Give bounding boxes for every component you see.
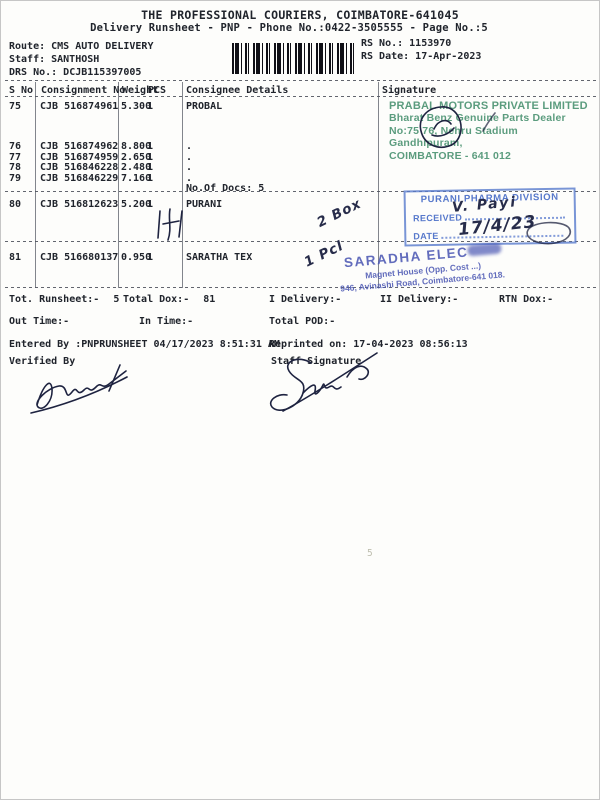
cell-sno: 77 [9,152,22,163]
verified-by-signature [30,364,128,414]
tally-mark-scribble [157,208,183,241]
cell-pcs: 1 [147,252,154,263]
rs-no-value: 1153970 [409,38,452,49]
stamp-smudge [466,242,502,257]
runsheet-subtitle: Delivery Runsheet - PNP - Phone No.:0422… [90,22,488,34]
rs-no-line: RS No.: 1153970 [361,38,451,49]
cell-weight: 5.200 [121,199,152,210]
route-label: Route: [9,41,46,52]
total-dox-value: 81 [203,294,216,305]
rs-no-label: RS No.: [361,38,404,49]
column-divider [378,82,379,288]
cell-consignee: PURANI [186,199,223,210]
tot-runsheet: Tot. Runsheet:- 5 [9,294,119,305]
cell-pcs: 1 [147,152,154,163]
cell-pcs: 1 [147,173,154,184]
staff-label: Staff: [9,54,46,65]
cell-sno: 78 [9,162,22,173]
signature-circle-scribble [419,106,496,148]
drs-value: DCJB115397005 [63,67,142,78]
drs-label: DRS No.: [9,67,58,78]
col-header-sno: S No [9,85,34,96]
col-header-signature: Signature [382,85,437,96]
total-dox: Total Dox:- 81 [123,294,215,305]
col-header-pcs: PCS [148,85,167,96]
cell-consignment: CJB 516812623 [40,199,119,210]
i-delivery-label: I Delivery:- [269,294,342,305]
cell-sno: 75 [9,101,22,112]
reprinted-on-line: Reprinted on: 17-04-2023 08:56:13 [269,339,468,350]
cell-consignee: PROBAL [186,101,223,112]
total-dox-label: Total Dox:- [123,294,190,305]
staff-signature-label: Staff Signature [271,356,362,367]
cell-weight: 0.950 [121,252,152,263]
out-time-label: Out Time:- [9,316,70,327]
column-divider [35,82,36,288]
cell-weight: 5.300 [121,101,152,112]
staff-signature-scribble [269,352,378,412]
in-time-label: In Time:- [139,316,194,327]
cell-consignment: CJB 516680137 [40,252,119,263]
drs-line: DRS No.: DCJB115397005 [9,67,141,78]
cell-consignment: CJB 516846228 [40,162,119,173]
cell-sno: 80 [9,199,22,210]
cell-consignee: . [186,162,193,173]
row-divider [5,80,597,81]
stamp-line: Bharat Benz Genuine Parts Dealer [389,112,566,125]
tot-runsheet-label: Tot. Runsheet:- [9,294,100,305]
staff-line: Staff: SANTHOSH [9,54,99,65]
cell-weight: 8.800 [121,141,152,152]
cell-sno: 81 [9,252,22,263]
rs-date-line: RS Date: 17-Apr-2023 [361,51,481,62]
row-divider [5,287,597,288]
tot-runsheet-value: 5 [113,294,120,305]
cell-pcs: 1 [147,199,154,210]
date-loop-scribble [526,221,571,245]
cell-consignment: CJB 516874959 [40,152,119,163]
cell-pcs: 1 [147,162,154,173]
stamp-line: COIMBATORE - 641 012 [389,149,512,162]
route-line: Route: CMS AUTO DELIVERY [9,41,153,52]
ii-delivery-label: II Delivery:- [380,294,459,305]
faint-page-mark: 5 [367,548,373,559]
col-header-consignee: Consignee Details [186,85,289,96]
row-divider [5,191,597,192]
row-divider [5,241,597,242]
cell-consignee: . [186,141,193,152]
no-of-docs: No.Of Docs: 5 [186,183,265,194]
column-divider [182,82,183,288]
cell-consignee: . [186,173,193,184]
barcode-icon [232,43,357,74]
cell-sno: 76 [9,141,22,152]
rs-date-value: 17-Apr-2023 [415,51,482,62]
col-header-weight: Weight [122,85,159,96]
staff-value: SANTHOSH [51,54,100,65]
cell-weight: 2.480 [121,162,152,173]
cell-consignment: CJB 516874961 [40,101,119,112]
verified-by-label: Verified By [9,356,76,367]
total-pod-label: Total POD:- [269,316,336,327]
route-value: CMS AUTO DELIVERY [51,41,154,52]
rs-date-label: RS Date: [361,51,410,62]
column-divider [118,82,119,288]
stamp-line: Gandhipuram, [389,137,463,150]
cell-consignment: CJB 516874962 [40,141,119,152]
row-divider [5,96,597,97]
qty-line1: 2 Box [314,195,365,231]
entered-by-line: Entered By :PNPRUNSHEET 04/17/2023 8:51:… [9,339,280,350]
cell-weight: 7.160 [121,173,152,184]
stamp-line: PRABAL MOTORS PRIVATE LIMITED [389,100,588,112]
date-label: DATE [413,230,439,242]
cell-consignment: CJB 516846229 [40,173,119,184]
cell-pcs: 1 [147,101,154,112]
cell-pcs: 1 [147,141,154,152]
company-title: THE PROFESSIONAL COURIERS, COIMBATORE-64… [141,8,459,22]
cell-consignee: . [186,152,193,163]
cell-sno: 79 [9,173,22,184]
cell-weight: 2.650 [121,152,152,163]
cell-consignee: SARATHA TEX [186,252,253,263]
col-header-consignment: Consignment No [41,85,126,96]
rtn-dox-label: RTN Dox:- [499,294,554,305]
